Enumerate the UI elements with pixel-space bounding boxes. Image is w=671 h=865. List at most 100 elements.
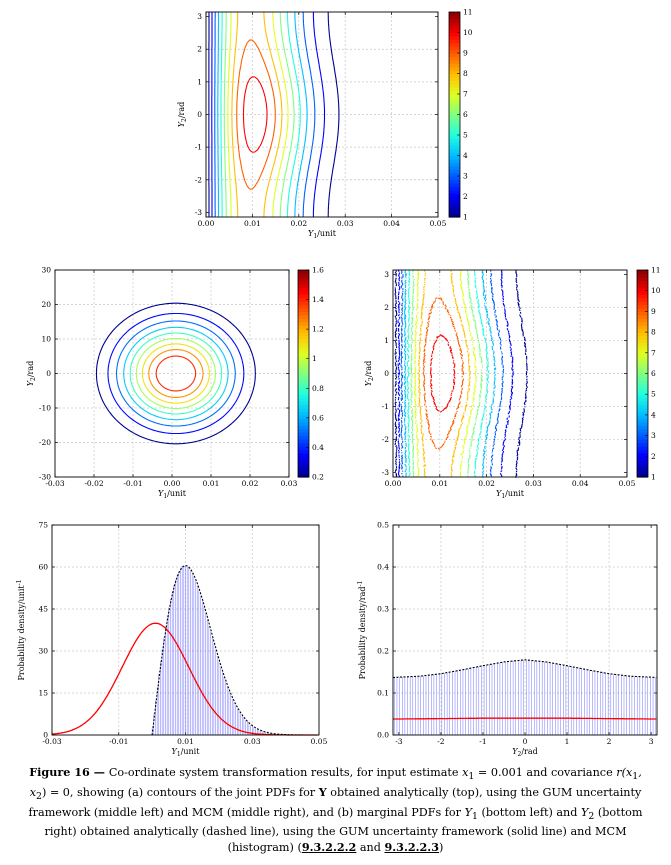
- colorbar-band: [449, 87, 460, 91]
- colorbar-band: [298, 332, 309, 336]
- colorbar-tick-label: 5: [651, 390, 656, 399]
- colorbar-band: [637, 336, 648, 340]
- colorbar-band: [449, 121, 460, 125]
- caption-and: and: [356, 841, 384, 854]
- colorbar-band: [449, 179, 460, 183]
- tick-label-y: -10: [39, 404, 51, 413]
- colorbar-band: [298, 463, 309, 467]
- colorbar-tick-label: 11: [463, 8, 473, 17]
- panel-bottom-right-marginal-y2: -3 -2 -1 0 1 2 30.00.10.20.30.40.5Y2/radProbab…: [357, 521, 657, 759]
- colorbar-band: [298, 429, 309, 433]
- caption-text-1: Co-ordinate system transformation result…: [109, 766, 462, 779]
- caption-ref-link-1[interactable]: 9.3.2.2.2: [302, 840, 357, 854]
- colorbar-band: [637, 298, 648, 302]
- tick-label-y: 3: [384, 270, 389, 279]
- colorbar-band: [449, 176, 460, 180]
- colorbar-band: [298, 311, 309, 315]
- colorbar-band: [637, 291, 648, 295]
- colorbar-band: [637, 367, 648, 371]
- colorbar-band: [637, 408, 648, 412]
- colorbar-band: [298, 273, 309, 277]
- tick-label-x: 0.02: [290, 219, 307, 228]
- caption-ref-link-2[interactable]: 9.3.2.2.3: [384, 840, 439, 854]
- colorbar-band: [298, 405, 309, 409]
- tick-label-x: 0.00: [198, 219, 215, 228]
- colorbar-band: [637, 360, 648, 364]
- colorbar-band: [298, 446, 309, 450]
- colorbar-band: [637, 436, 648, 440]
- tick-label-y: 0.4: [377, 563, 389, 572]
- colorbar-band: [298, 287, 309, 291]
- tick-label-x: -1: [479, 737, 486, 746]
- colorbar-tick-label: 9: [463, 49, 468, 58]
- tick-label-y: 2: [197, 45, 202, 54]
- tick-label-x: 0.05: [311, 737, 328, 746]
- colorbar-band: [449, 36, 460, 40]
- colorbar-band: [449, 203, 460, 207]
- colorbar-band: [449, 60, 460, 64]
- colorbar-band: [298, 411, 309, 415]
- colorbar-band: [637, 401, 648, 405]
- colorbar-band: [298, 301, 309, 305]
- colorbar-band: [449, 63, 460, 67]
- tick-label-x: -3: [395, 737, 403, 746]
- colorbar-band: [298, 370, 309, 374]
- colorbar-band: [298, 363, 309, 367]
- colorbar-band: [637, 449, 648, 453]
- colorbar-band: [449, 207, 460, 211]
- colorbar-band: [449, 22, 460, 26]
- tick-label-x: 0: [523, 737, 528, 746]
- caption-math-r-end: ) = 0: [42, 786, 70, 799]
- tick-label-y: 15: [38, 689, 48, 698]
- tick-label-y: 60: [38, 563, 48, 572]
- caption-text-3: , showing (a) contours of the joint PDFs…: [70, 786, 319, 799]
- colorbar-band: [637, 294, 648, 298]
- colorbar-band: [637, 339, 648, 343]
- colorbar-band: [298, 408, 309, 412]
- colorbar-tick-label: 4: [651, 410, 656, 419]
- colorbar-band: [637, 325, 648, 329]
- colorbar-tick-label: 2: [463, 192, 468, 201]
- colorbar-band: [298, 387, 309, 391]
- colorbar-band: [449, 43, 460, 47]
- tick-label-y: -3: [382, 468, 390, 477]
- colorbar-band: [298, 277, 309, 281]
- colorbar-band: [449, 200, 460, 204]
- colorbar-band: [449, 53, 460, 57]
- colorbar-band: [449, 145, 460, 149]
- tick-label-x: -0.02: [84, 479, 103, 488]
- colorbar-band: [637, 377, 648, 381]
- panel-middle-left-colorbar: 0.20.40.60.811.21.41.6: [298, 266, 324, 482]
- panel-middle-left-gum-contour: -0.03 -0.02 -0.01 0.00 0.01 0.02 0.03-30-20-10…: [26, 266, 298, 501]
- y-axis-label: Y2/rad: [364, 361, 375, 387]
- colorbar-tick-label: 1.6: [312, 266, 324, 275]
- colorbar-band: [298, 391, 309, 395]
- tick-label-y: -2: [382, 435, 390, 444]
- panel-bottom-left-marginal-y1: -0.03 -0.01 0.01 0.03 0.0501530456075Y1/unit…: [16, 521, 328, 759]
- tick-label-x: 3: [649, 737, 654, 746]
- tick-label-y: -1: [195, 143, 202, 152]
- caption-text-7: ): [439, 841, 443, 854]
- colorbar-band: [298, 325, 309, 329]
- colorbar-band: [298, 460, 309, 464]
- colorbar-band: [637, 429, 648, 433]
- colorbar-band: [298, 432, 309, 436]
- tick-label-y: 0.3: [377, 605, 389, 614]
- colorbar-band: [298, 377, 309, 381]
- panel-top-analytical-contour: 0.00 0.01 0.02 0.03 0.04 0.05 -3 -2 -1 0 1 2 3 Y1/uni…: [177, 12, 447, 240]
- colorbar-band: [298, 398, 309, 402]
- tick-label-y: 75: [38, 521, 48, 530]
- colorbar-band: [449, 125, 460, 129]
- tick-label-y: 0.2: [377, 647, 389, 656]
- tick-label-x: -0.01: [123, 479, 142, 488]
- colorbar-band: [637, 443, 648, 447]
- tick-label-y: 0: [384, 369, 389, 378]
- colorbar-band: [298, 315, 309, 319]
- colorbar-band: [637, 463, 648, 467]
- colorbar-band: [449, 12, 460, 16]
- colorbar-band: [637, 332, 648, 336]
- colorbar-band: [637, 405, 648, 409]
- y-axis-label: Probability density/unit-1: [16, 579, 26, 680]
- colorbar-band: [449, 183, 460, 187]
- colorbar-band: [637, 301, 648, 305]
